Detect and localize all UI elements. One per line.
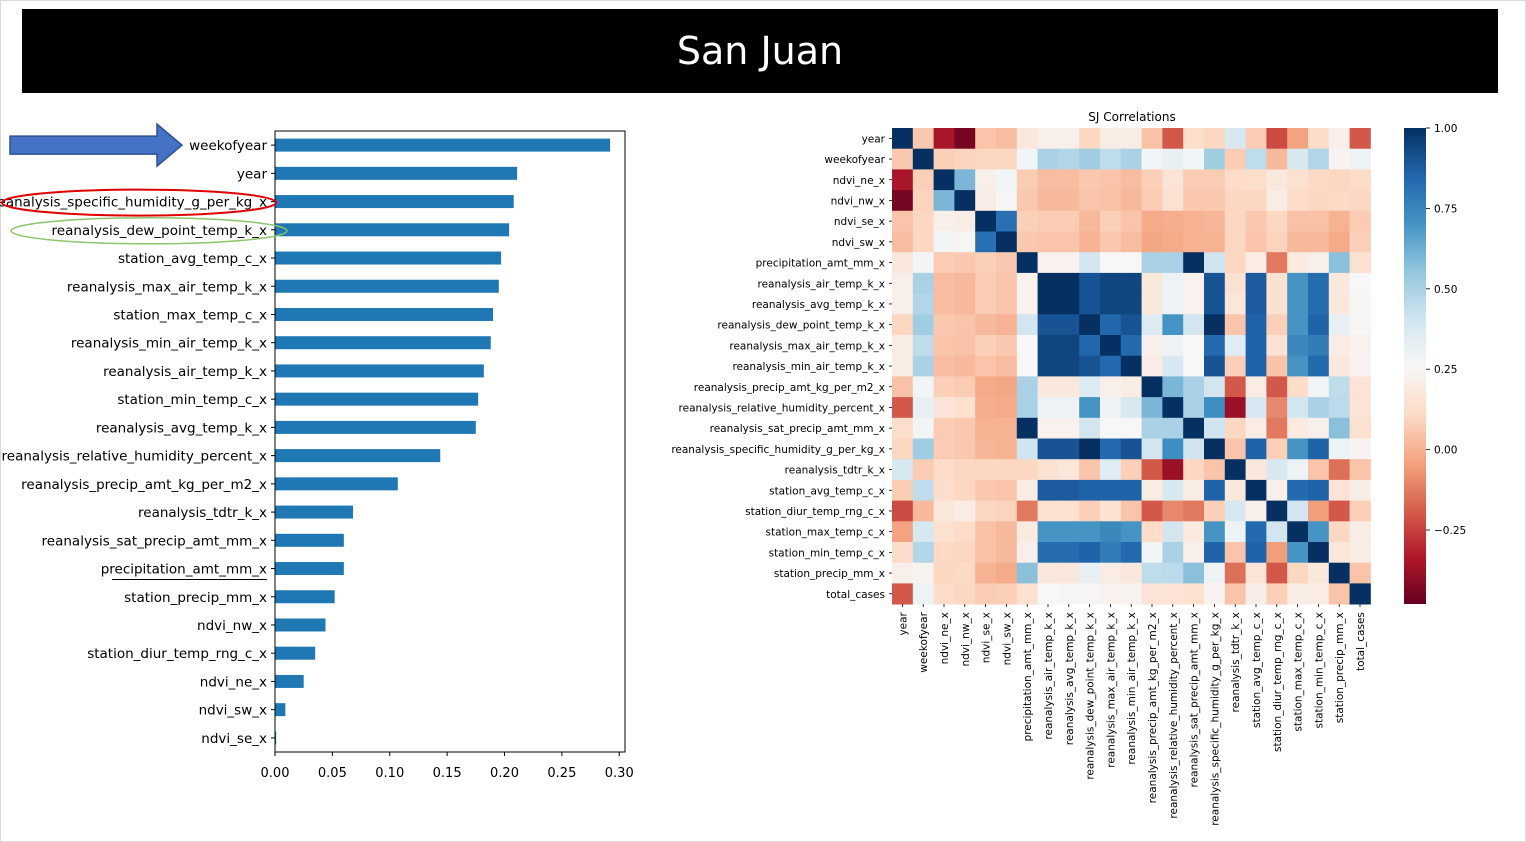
y-tick-label: reanalysis_dew_point_temp_k_x bbox=[52, 223, 267, 239]
bar bbox=[275, 251, 502, 265]
bar bbox=[275, 533, 344, 547]
y-tick-label: ndvi_se_x bbox=[201, 731, 267, 747]
x-tick-label: 0.10 bbox=[375, 766, 404, 781]
bar bbox=[275, 590, 335, 604]
x-tick-label: 0.15 bbox=[433, 766, 462, 781]
bar bbox=[275, 477, 398, 491]
bar bbox=[275, 703, 286, 717]
y-tick-label: reanalysis_sat_precip_amt_mm_x bbox=[42, 533, 267, 549]
y-tick-label: reanalysis_relative_humidity_percent_x bbox=[2, 449, 267, 465]
y-tick-label: station_diur_temp_rng_c_x bbox=[87, 646, 267, 662]
y-tick-label: ndvi_sw_x bbox=[199, 703, 267, 719]
highlight-layer bbox=[1, 188, 288, 581]
y-tick-label: reanalysis_precip_amt_kg_per_m2_x bbox=[21, 477, 267, 493]
highlight-ellipse-red bbox=[1, 188, 277, 217]
bar bbox=[275, 138, 611, 152]
x-tick-label: 0.05 bbox=[318, 766, 347, 781]
y-tick-label: reanalysis_air_temp_k_x bbox=[103, 364, 267, 380]
title-bar: San Juan bbox=[22, 9, 1498, 93]
y-tick-label: reanalysis_avg_temp_k_x bbox=[96, 420, 267, 436]
x-ticks: 0.00 0.05 0.10 0.15 0.20 0.25 0.30 bbox=[261, 752, 634, 781]
y-tick-label: station_max_temp_c_x bbox=[113, 307, 267, 323]
x-tick-label: 0.00 bbox=[261, 766, 290, 781]
highlight-ellipse-green bbox=[10, 217, 288, 245]
y-tick-label: station_avg_temp_c_x bbox=[118, 251, 267, 267]
bar bbox=[275, 336, 491, 350]
arrow-icon bbox=[9, 122, 184, 168]
bar bbox=[275, 364, 484, 378]
y-tick-label: weekofyear bbox=[189, 138, 267, 154]
y-tick-label: ndvi_nw_x bbox=[197, 618, 267, 634]
bar bbox=[275, 307, 494, 321]
bar-marks bbox=[275, 138, 611, 745]
feature-importance-chart: weekofyear year reanalysis_specific_humidi… bbox=[0, 122, 634, 781]
bar bbox=[275, 505, 354, 519]
bar bbox=[275, 279, 499, 293]
bar bbox=[275, 223, 510, 237]
x-tick-label: 0.20 bbox=[490, 766, 519, 781]
y-tick-label: reanalysis_max_air_temp_k_x bbox=[67, 279, 267, 295]
bar bbox=[275, 731, 277, 745]
bar bbox=[275, 392, 479, 406]
y-tick-labels: weekofyear year reanalysis_specific_humidi… bbox=[0, 138, 275, 747]
y-tick-label: reanalysis_specific_humidity_g_per_kg_x bbox=[0, 195, 267, 211]
bar bbox=[275, 562, 344, 576]
bar bbox=[275, 195, 514, 209]
x-tick-label: 0.30 bbox=[605, 766, 634, 781]
y-tick-label: reanalysis_min_air_temp_k_x bbox=[71, 336, 267, 352]
y-tick-label: precipitation_amt_mm_x bbox=[101, 562, 267, 578]
bar bbox=[275, 618, 326, 632]
plot-frame bbox=[274, 130, 626, 753]
slide-title: San Juan bbox=[676, 29, 844, 73]
bar bbox=[275, 166, 518, 180]
x-tick-label: 0.25 bbox=[547, 766, 576, 781]
bar bbox=[275, 674, 304, 688]
annotation-layer bbox=[9, 122, 184, 168]
bar bbox=[275, 646, 316, 660]
y-tick-label: station_precip_mm_x bbox=[124, 590, 267, 606]
y-tick-label: ndvi_ne_x bbox=[200, 674, 267, 690]
y-tick-label: year bbox=[237, 166, 268, 182]
y-tick-label: reanalysis_tdtr_k_x bbox=[138, 505, 267, 521]
bar bbox=[275, 420, 476, 434]
y-tick-label: station_min_temp_c_x bbox=[117, 392, 267, 408]
bar bbox=[275, 449, 441, 463]
